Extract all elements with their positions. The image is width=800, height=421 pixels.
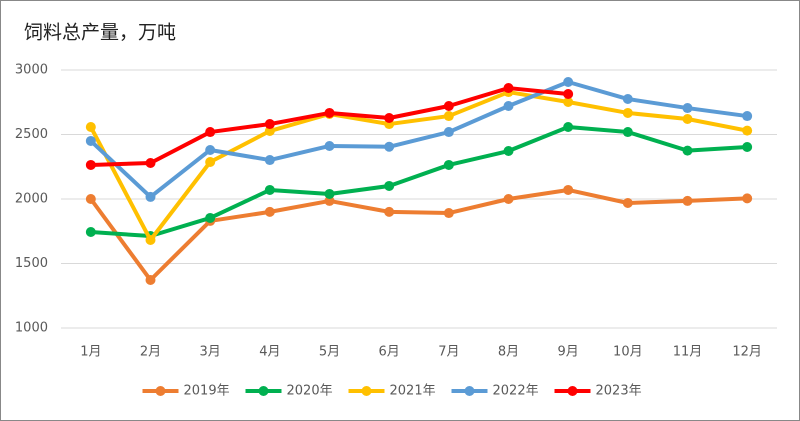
data-point (622, 94, 633, 105)
data-point (742, 193, 753, 204)
x-tick-label: 2月 (140, 345, 161, 360)
data-point (443, 127, 454, 138)
data-point (384, 180, 395, 191)
data-point (85, 135, 96, 146)
legend-marker (258, 386, 269, 396)
data-point (145, 275, 156, 286)
data-point (563, 184, 574, 195)
data-point (205, 144, 216, 155)
data-point (324, 140, 335, 151)
data-point (264, 206, 275, 217)
x-tick-label: 9月 (558, 345, 579, 360)
data-point (145, 158, 156, 169)
data-point (443, 100, 454, 111)
data-point (563, 122, 574, 133)
y-tick-label: 2500 (15, 127, 48, 142)
legend-label: 2020年 (287, 384, 333, 399)
data-point (682, 103, 693, 114)
data-point (384, 141, 395, 152)
data-point (264, 126, 275, 137)
legend-label: 2023年 (596, 384, 642, 399)
series-line (90, 125, 748, 239)
data-point (443, 111, 454, 122)
data-point (384, 112, 395, 123)
data-point (324, 107, 335, 118)
data-point (563, 88, 574, 99)
data-point (324, 188, 335, 199)
data-point (682, 145, 693, 156)
y-tick-label: 1500 (15, 256, 48, 271)
data-point (742, 111, 753, 122)
series-line (89, 187, 748, 283)
x-tick-label: 10月 (613, 345, 643, 360)
x-tick-label: 3月 (200, 345, 221, 360)
legend-label: 2019年 (184, 384, 230, 399)
x-tick-label: 11月 (673, 345, 703, 360)
data-point (205, 156, 216, 167)
data-point (682, 114, 693, 125)
data-point (443, 208, 454, 219)
data-point (563, 76, 574, 87)
data-point (384, 206, 395, 217)
data-point (85, 227, 96, 238)
data-point (742, 142, 753, 153)
chart-title: 饲料总产量，万吨 (24, 22, 176, 44)
data-point (205, 212, 216, 223)
legend-label: 2021年 (390, 384, 436, 399)
data-point (563, 96, 574, 107)
x-tick-label: 8月 (498, 345, 519, 360)
data-point (503, 194, 514, 204)
x-tick-label: 7月 (438, 345, 459, 360)
data-point (503, 100, 514, 111)
data-point (503, 146, 514, 157)
legend-marker (567, 386, 578, 396)
x-tick-label: 6月 (379, 345, 400, 360)
data-point (622, 197, 633, 208)
y-tick-label: 1000 (15, 321, 48, 336)
data-point (503, 83, 514, 94)
data-point (324, 195, 335, 206)
data-point (85, 122, 96, 133)
data-point (85, 194, 96, 204)
series-line (89, 79, 748, 199)
legend-label: 2022年 (493, 384, 539, 399)
data-point (264, 184, 275, 195)
y-tick-label: 2000 (15, 192, 48, 207)
y-tick-label: 3000 (15, 63, 48, 78)
data-point (622, 107, 633, 118)
legend-marker (155, 386, 166, 396)
data-point (205, 127, 216, 138)
series-line (89, 90, 748, 243)
data-point (85, 159, 96, 170)
data-point (145, 191, 156, 202)
data-point (145, 235, 156, 246)
x-tick-label: 5月 (319, 345, 340, 360)
data-point (264, 155, 275, 166)
legend-marker (464, 386, 475, 396)
data-point (443, 159, 454, 170)
x-tick-label: 12月 (732, 345, 762, 360)
data-point (742, 125, 753, 136)
x-tick-label: 1月 (80, 345, 101, 360)
x-tick-label: 4月 (259, 345, 280, 360)
data-point (682, 195, 693, 206)
data-point (622, 127, 633, 138)
legend-marker (361, 386, 372, 396)
data-point (264, 119, 275, 130)
